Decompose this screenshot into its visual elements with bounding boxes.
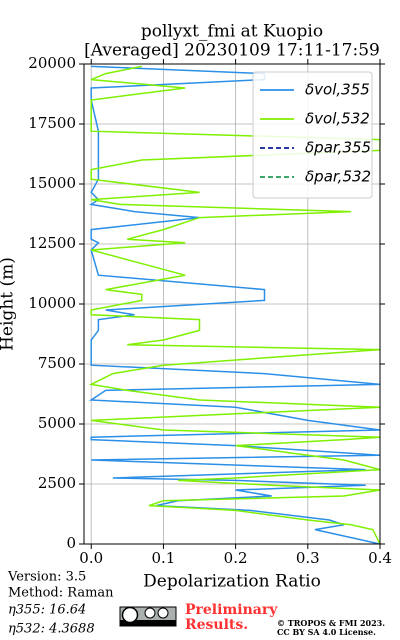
cc-logo <box>119 606 177 627</box>
preliminary-note: Results. <box>185 617 248 633</box>
method-note: Method: Raman <box>8 586 114 601</box>
chart-title: pollyxt_fmi at Kuopio <box>141 22 323 42</box>
y-tick-label: 7500 <box>38 354 76 372</box>
y-axis-label: Height (m) <box>0 257 18 351</box>
y-tick-label: 0 <box>66 534 76 552</box>
plot-frame <box>83 63 381 545</box>
y-tick-label: 12500 <box>28 234 76 252</box>
chart-subtitle: [Averaged] 20230109 17:11-17:59 <box>84 41 380 61</box>
copyright-note: © TROPOS & FMI 2023. <box>277 618 385 628</box>
x-tick-label: 0.0 <box>79 549 103 567</box>
version-note: Version: 3.5 <box>7 570 86 585</box>
x-tick-label: 0.2 <box>224 549 248 567</box>
y-tick-label: 2500 <box>38 474 76 492</box>
y-tick-label: 15000 <box>28 174 76 192</box>
y-tick-label: 20000 <box>28 54 76 72</box>
eta-532-note: η532: 4.3688 <box>8 622 95 637</box>
legend-label: δpar,355 <box>305 139 371 157</box>
legend-label: δvol,532 <box>305 110 370 128</box>
legend-label: δpar,532 <box>305 168 371 186</box>
x-tick-label: 0.1 <box>151 549 175 567</box>
profile-line <box>88 65 380 544</box>
profile-line <box>88 65 380 544</box>
y-tick-label: 17500 <box>28 114 76 132</box>
y-tick-label: 10000 <box>28 294 76 312</box>
x-tick-label: 0.3 <box>296 549 320 567</box>
legend-label: δvol,355 <box>305 81 370 99</box>
y-tick-label: 5000 <box>38 414 76 432</box>
license-note: CC BY SA 4.0 License. <box>277 627 376 637</box>
x-tick-label: 0.4 <box>368 549 392 567</box>
preliminary-note: Preliminary <box>185 602 278 618</box>
legend-box <box>252 71 373 199</box>
x-axis-label: Depolarization Ratio <box>143 572 321 592</box>
eta-355-note: η355: 16.64 <box>8 603 86 618</box>
